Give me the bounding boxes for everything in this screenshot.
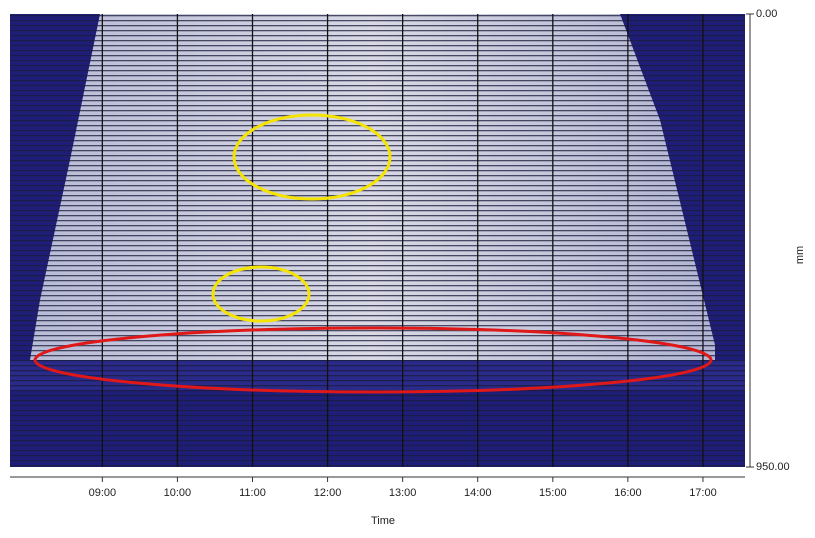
x-tick-label: 17:00 (689, 487, 717, 499)
y-tick-label: 950.00 (756, 461, 790, 473)
x-tick-label: 13:00 (389, 487, 417, 499)
x-tick-label: 11:00 (239, 487, 266, 499)
x-tick-label: 16:00 (614, 487, 642, 499)
annotation-ellipse (33, 326, 713, 394)
annotation-ellipse (211, 265, 311, 323)
echogram-stripes (10, 14, 745, 467)
x-tick-label: 12:00 (314, 487, 342, 499)
y-tick-label: 0.00 (756, 8, 777, 20)
x-tick-label: 09:00 (89, 487, 117, 499)
annotation-ellipse (232, 113, 392, 201)
x-axis-label: Time (371, 515, 395, 527)
x-tick-label: 10:00 (164, 487, 192, 499)
x-tick-label: 15:00 (539, 487, 567, 499)
y-axis-label: mm (794, 246, 806, 264)
x-tick-label: 14:00 (464, 487, 492, 499)
echogram (10, 14, 745, 467)
